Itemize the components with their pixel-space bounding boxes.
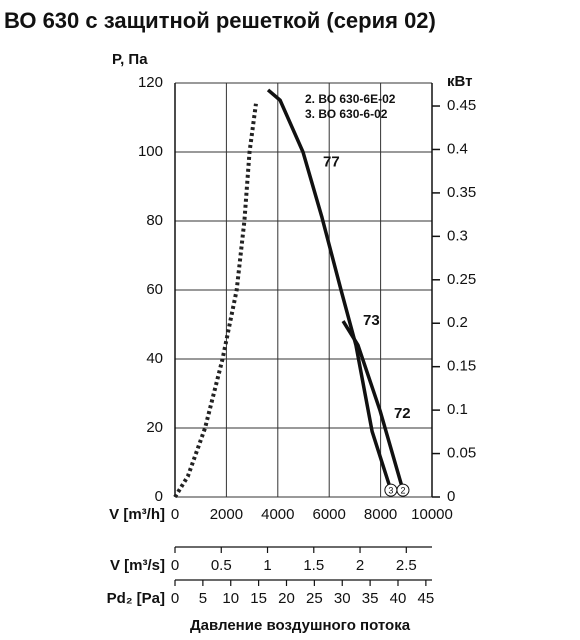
y2-tick-label: 0.25	[447, 271, 476, 288]
y2-tick-label: 0	[447, 488, 455, 505]
extra-x-tick-label: 0	[171, 590, 179, 607]
extra-x-axis-label: Pd₂ [Pa]	[107, 590, 165, 607]
extra-x-tick-label: 10	[222, 590, 239, 607]
y-tick-label: 120	[138, 74, 163, 91]
extra-x-tick-label: 1.5	[303, 557, 324, 574]
extra-x-tick-label: 2.5	[396, 557, 417, 574]
extra-x-tick-label: 40	[390, 590, 407, 607]
series-line	[341, 320, 405, 491]
extra-x-axis-label: V [m³/s]	[110, 557, 165, 574]
extra-x-tick-label: 20	[278, 590, 295, 607]
annotation: 77	[323, 153, 340, 170]
series-line	[266, 88, 393, 491]
extra-x-tick-label: 2	[356, 557, 364, 574]
legend-entry: 3. ВО 630-6-02	[305, 107, 388, 121]
extra-x-tick-label: 15	[250, 590, 267, 607]
y2-tick-label: 0.3	[447, 227, 468, 244]
y-axis-label: P, Па	[112, 51, 148, 68]
extra-x-tick-label: 35	[362, 590, 379, 607]
end-marker	[384, 483, 398, 497]
x-tick-label: 8000	[364, 506, 397, 523]
y2-tick-label: 0.15	[447, 358, 476, 375]
y2-tick-label: 0.1	[447, 401, 468, 418]
y2-axis-label: кВт	[447, 73, 473, 90]
y-tick-label: 100	[138, 143, 163, 160]
x-axis-label: V [m³/h]	[109, 506, 165, 523]
y2-tick-label: 0.45	[447, 97, 476, 114]
annotation: 72	[394, 405, 411, 422]
end-marker-label: 2	[400, 485, 405, 495]
y-tick-label: 60	[146, 281, 163, 298]
extra-x-tick-label: 30	[334, 590, 351, 607]
x-tick-label: 0	[171, 506, 179, 523]
extra-x-tick-label: 5	[199, 590, 207, 607]
y2-tick-label: 0.4	[447, 140, 468, 157]
y-tick-label: 0	[155, 488, 163, 505]
y2-tick-label: 0.35	[447, 184, 476, 201]
y-tick-label: 80	[146, 212, 163, 229]
x-tick-label: 10000	[411, 506, 453, 523]
x-tick-label: 6000	[313, 506, 346, 523]
end-marker-label: 3	[388, 485, 393, 495]
extra-x-tick-label: 0.5	[211, 557, 232, 574]
annotation: 73	[363, 312, 380, 329]
y-tick-label: 40	[146, 350, 163, 367]
x-tick-label: 2000	[210, 506, 243, 523]
extra-x-tick-label: 45	[418, 590, 435, 607]
extra-x-tick-label: 1	[263, 557, 271, 574]
y2-tick-label: 0.2	[447, 314, 468, 331]
chart-title: ВО 630 с защитной решеткой (серия 02)	[4, 8, 436, 33]
extra-x-tick-label: 25	[306, 590, 323, 607]
footer: Давление воздушного потока	[190, 617, 411, 634]
x-tick-label: 4000	[261, 506, 294, 523]
series-line	[173, 103, 258, 499]
legend-entry: 2. ВО 630-6Е-02	[305, 92, 396, 106]
y2-tick-label: 0.05	[447, 445, 476, 462]
y-tick-label: 20	[146, 419, 163, 436]
extra-x-tick-label: 0	[171, 557, 179, 574]
